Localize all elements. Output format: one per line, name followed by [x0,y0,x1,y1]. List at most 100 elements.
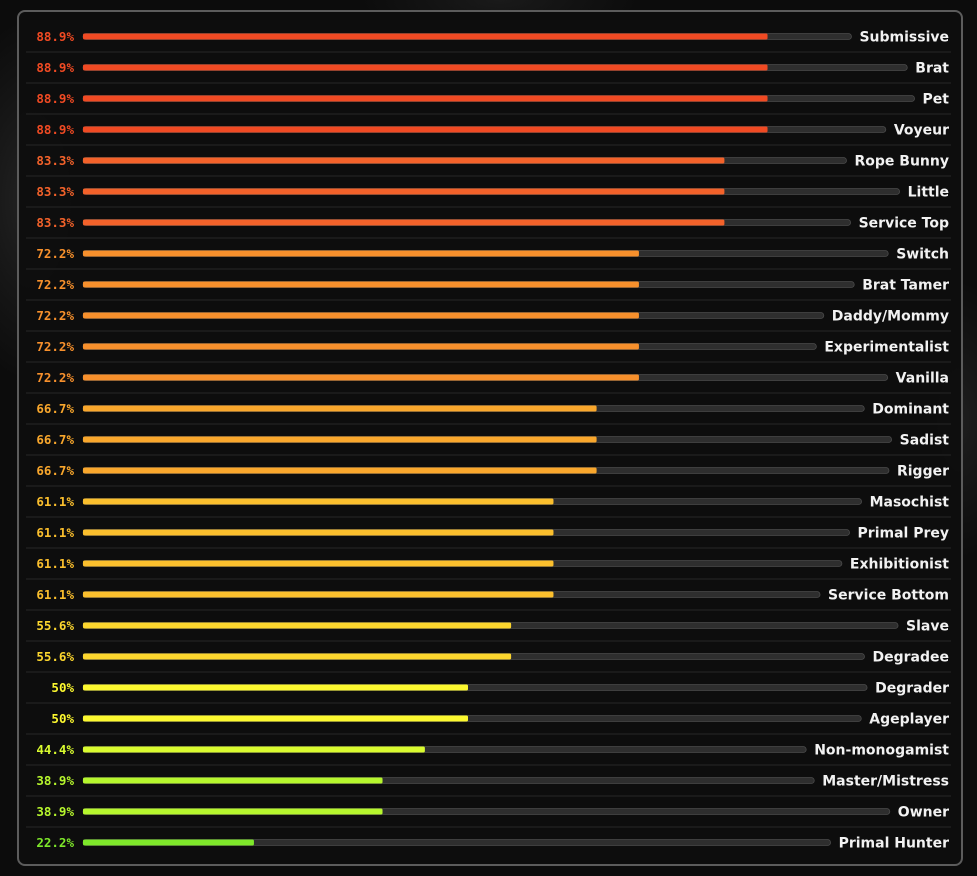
row-brat-tamer: Brat Tamer 72.2% [26,277,951,301]
percent-label: 38.9% [36,773,74,788]
row-little: Little 83.3% [26,184,951,208]
bar-fill [83,436,597,443]
bar-fill [83,591,554,598]
percent-label: 66.7% [36,401,74,416]
bar-fill [83,281,639,288]
category-label: Degradee [872,650,949,666]
category-label: Voyeur [894,123,949,139]
row-owner: Owner 38.9% [26,804,951,828]
category-label: Degrader [875,681,949,697]
row-experimentalist: Experimentalist 72.2% [26,339,951,363]
category-label: Ageplayer [869,712,949,728]
row-brat: Brat 88.9% [26,60,951,84]
percent-label: 83.3% [36,153,74,168]
row-daddy-mommy: Daddy/Mommy 72.2% [26,308,951,332]
category-label: Non-monogamist [814,743,949,759]
row-rigger: Rigger 66.7% [26,463,951,487]
category-label: Primal Prey [858,526,949,542]
percent-label: 83.3% [36,215,74,230]
percent-label: 72.2% [36,308,74,323]
percent-label: 88.9% [36,60,74,75]
category-label: Brat Tamer [862,278,949,294]
percent-label: 72.2% [36,339,74,354]
row-submissive: Submissive 88.9% [26,29,951,53]
bar-fill [83,498,554,505]
row-dominant: Dominant 66.7% [26,401,951,425]
percent-label: 44.4% [36,742,74,757]
bar-fill [83,684,468,691]
percent-label: 88.9% [36,122,74,137]
row-slave: Slave 55.6% [26,618,951,642]
bar-fill [83,467,597,474]
bar-fill [83,188,725,195]
percent-label: 66.7% [36,432,74,447]
row-rope-bunny: Rope Bunny 83.3% [26,153,951,177]
row-pet: Pet 88.9% [26,91,951,115]
category-label: Switch [896,247,949,263]
bar-fill [83,839,254,846]
bar-fill [83,250,639,257]
row-voyeur: Voyeur 88.9% [26,122,951,146]
category-label: Little [908,185,949,201]
category-label: Brat [915,61,949,77]
category-label: Service Top [859,216,949,232]
row-exhibitionist: Exhibitionist 61.1% [26,556,951,580]
bar-fill [83,808,383,815]
percent-label: 55.6% [36,618,74,633]
percent-label: 22.2% [36,835,74,850]
bar-fill [83,343,639,350]
percent-label: 72.2% [36,277,74,292]
percent-label: 61.1% [36,525,74,540]
category-label: Daddy/Mommy [832,309,949,325]
category-label: Slave [906,619,949,635]
category-label: Masochist [870,495,950,511]
bar-fill [83,157,725,164]
category-label: Sadist [900,433,950,449]
percent-label: 38.9% [36,804,74,819]
bar-fill [83,312,639,319]
percent-label: 88.9% [36,29,74,44]
percent-label: 66.7% [36,463,74,478]
bar-fill [83,219,725,226]
category-label: Owner [898,805,949,821]
percent-label: 61.1% [36,556,74,571]
bar-fill [83,374,639,381]
percent-label: 61.1% [36,494,74,509]
bar-fill [83,622,512,629]
bar-fill [83,560,554,567]
category-label: Submissive [859,30,949,46]
row-primal-prey: Primal Prey 61.1% [26,525,951,549]
percent-label: 50% [51,680,74,695]
row-degradee: Degradee 55.6% [26,649,951,673]
row-switch: Switch 72.2% [26,246,951,270]
bar-fill [83,777,383,784]
row-primal-hunter: Primal Hunter 22.2% [36,835,949,852]
category-label: Rope Bunny [855,154,950,170]
row-sadist: Sadist 66.7% [26,432,951,456]
row-service-bottom: Service Bottom 61.1% [26,587,951,611]
bar-fill [83,529,554,536]
row-vanilla: Vanilla 72.2% [26,370,951,394]
bar-fill [83,33,768,40]
row-non-monogamist: Non-monogamist 44.4% [26,742,951,766]
category-label: Pet [923,92,950,108]
percent-label: 72.2% [36,370,74,385]
category-label: Rigger [897,464,949,480]
category-label: Master/Mistress [822,774,949,790]
percent-label: 72.2% [36,246,74,261]
category-label: Exhibitionist [850,557,949,573]
bar-fill [83,715,468,722]
bar-fill [83,746,425,753]
bar-fill [83,64,768,71]
row-ageplayer: Ageplayer 50% [26,711,951,735]
bar-fill [83,653,512,660]
bar-fill [83,405,597,412]
percent-label: 55.6% [36,649,74,664]
category-label: Primal Hunter [839,836,950,852]
row-degrader: Degrader 50% [26,680,951,704]
row-master-mistress: Master/Mistress 38.9% [26,773,951,797]
row-service-top: Service Top 83.3% [26,215,951,239]
category-label: Experimentalist [824,340,949,356]
percent-label: 50% [51,711,74,726]
category-label: Vanilla [896,371,949,387]
